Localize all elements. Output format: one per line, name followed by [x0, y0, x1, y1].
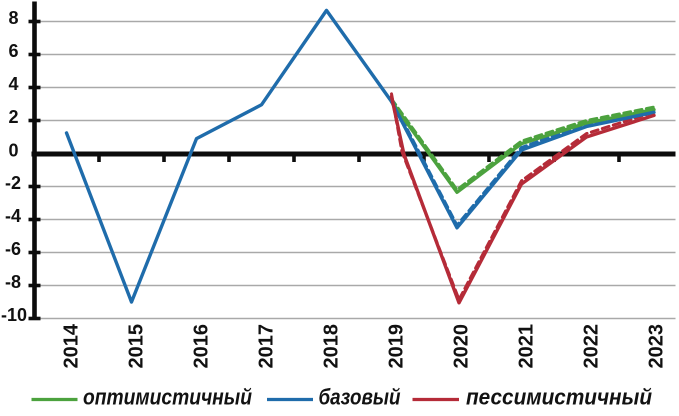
svg-text:2016: 2016 — [191, 324, 213, 369]
svg-text:2023: 2023 — [646, 324, 668, 369]
svg-text:оптимистичный: оптимистичный — [83, 385, 252, 410]
svg-text:2021: 2021 — [516, 324, 538, 369]
svg-text:6: 6 — [8, 41, 18, 61]
svg-text:4: 4 — [8, 74, 18, 94]
svg-text:-4: -4 — [5, 206, 21, 226]
svg-text:0: 0 — [8, 141, 18, 161]
svg-text:2014: 2014 — [61, 323, 83, 368]
svg-text:базовый: базовый — [319, 385, 401, 410]
svg-text:2022: 2022 — [581, 324, 603, 369]
svg-text:2017: 2017 — [256, 324, 278, 369]
svg-text:2015: 2015 — [126, 324, 148, 369]
svg-text:2020: 2020 — [451, 324, 473, 369]
svg-text:-8: -8 — [5, 272, 21, 292]
svg-text:2018: 2018 — [321, 324, 343, 369]
svg-text:2019: 2019 — [386, 324, 408, 369]
svg-text:-10: -10 — [1, 305, 27, 325]
svg-text:-2: -2 — [5, 173, 21, 193]
svg-text:2: 2 — [8, 107, 18, 127]
svg-text:-6: -6 — [5, 239, 21, 259]
svg-text:8: 8 — [8, 8, 18, 28]
svg-text:пессимистичный: пессимистичный — [466, 385, 653, 410]
